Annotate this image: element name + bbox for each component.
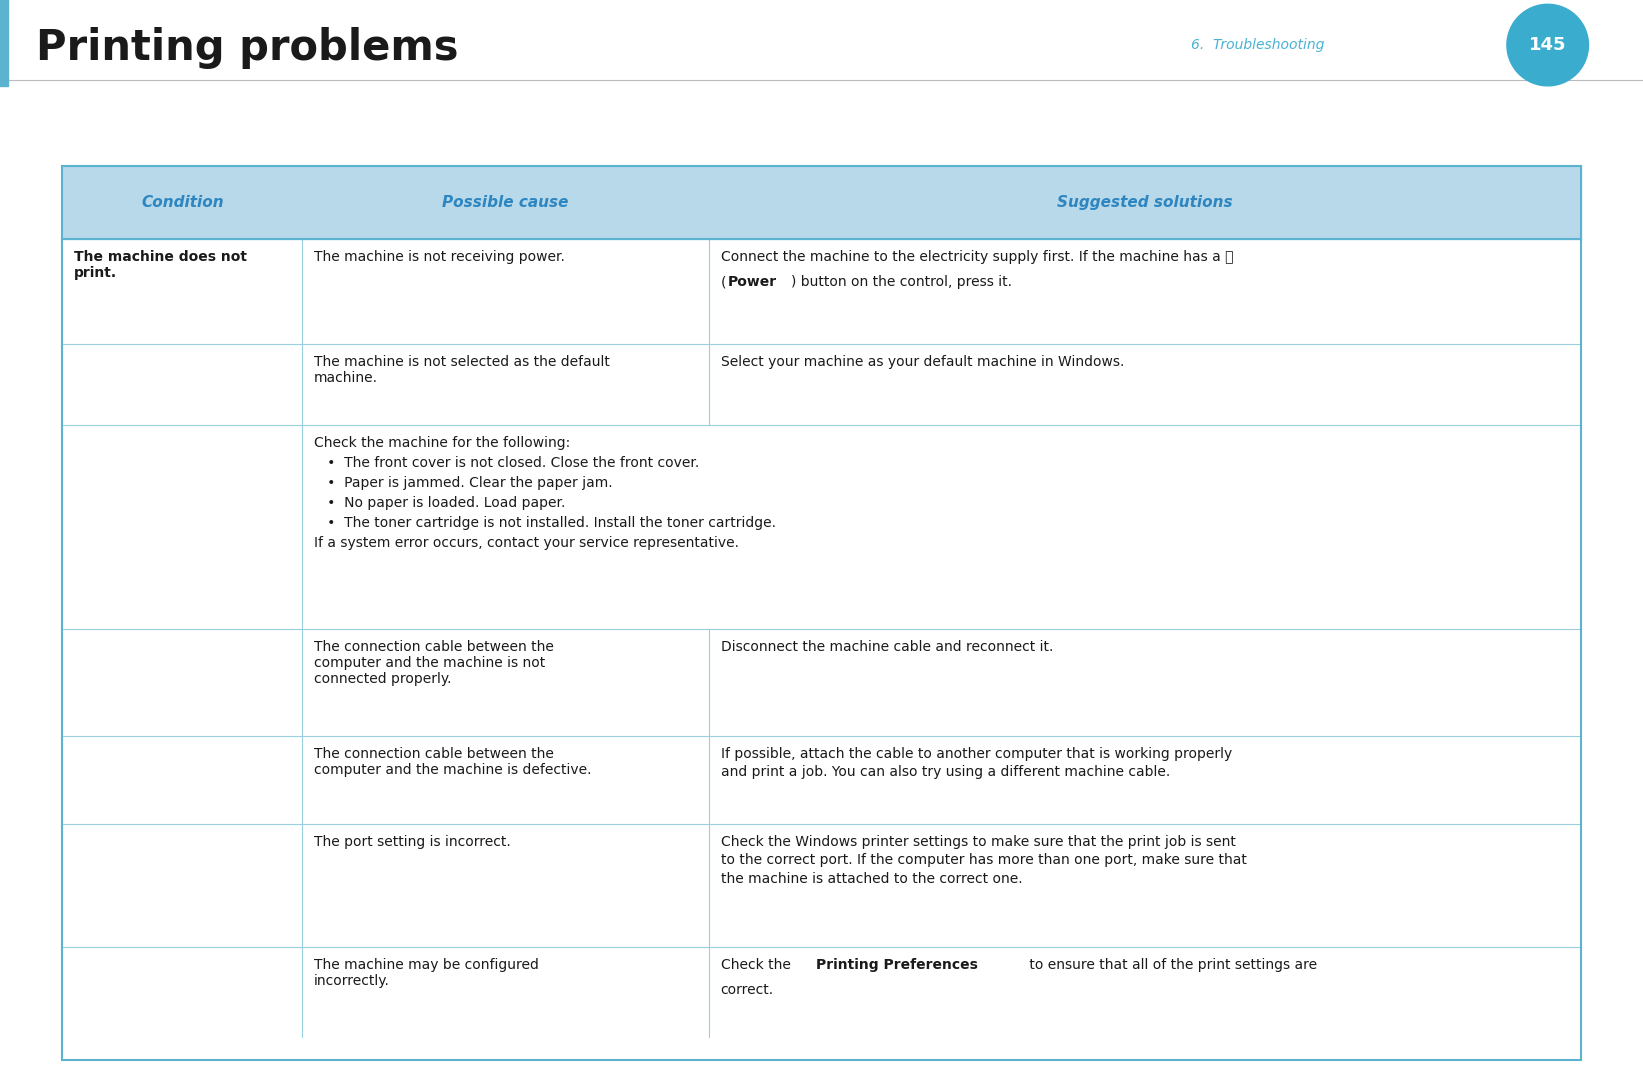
Text: The connection cable between the
computer and the machine is defective.: The connection cable between the compute… — [314, 747, 591, 777]
Text: correct.: correct. — [721, 984, 774, 998]
Text: The port setting is incorrect.: The port setting is incorrect. — [314, 835, 511, 849]
Text: to ensure that all of the print settings are: to ensure that all of the print settings… — [1025, 958, 1318, 972]
Text: Disconnect the machine cable and reconnect it.: Disconnect the machine cable and reconne… — [721, 640, 1053, 653]
Text: ) button on the control, press it.: ) button on the control, press it. — [792, 276, 1012, 290]
Text: Condition: Condition — [141, 195, 223, 210]
Text: The machine is not selected as the default
machine.: The machine is not selected as the defau… — [314, 355, 610, 385]
Bar — [0, 0, 8, 86]
Text: Power: Power — [728, 276, 777, 290]
Text: 145: 145 — [1530, 36, 1566, 54]
Text: Connect the machine to the electricity supply first. If the machine has a ⒤: Connect the machine to the electricity s… — [721, 250, 1234, 264]
Text: (: ( — [721, 276, 726, 290]
Text: If possible, attach the cable to another computer that is working properly
and p: If possible, attach the cable to another… — [721, 747, 1232, 779]
Text: Printing problems: Printing problems — [36, 27, 458, 70]
Text: Suggested solutions: Suggested solutions — [1056, 195, 1232, 210]
Text: Possible cause: Possible cause — [442, 195, 568, 210]
Text: Check the machine for the following:
   •  The front cover is not closed. Close : Check the machine for the following: • T… — [314, 436, 775, 549]
Text: Select your machine as your default machine in Windows.: Select your machine as your default mach… — [721, 355, 1124, 369]
Ellipse shape — [1507, 4, 1589, 86]
Text: Check the Windows printer settings to make sure that the print job is sent
to th: Check the Windows printer settings to ma… — [721, 835, 1247, 885]
Text: The machine is not receiving power.: The machine is not receiving power. — [314, 250, 565, 264]
Text: Printing Preferences: Printing Preferences — [817, 958, 978, 972]
Text: 6.  Troubleshooting: 6. Troubleshooting — [1191, 38, 1324, 53]
Bar — [62, 166, 1581, 1060]
Text: The connection cable between the
computer and the machine is not
connected prope: The connection cable between the compute… — [314, 640, 554, 686]
Text: The machine may be configured
incorrectly.: The machine may be configured incorrectl… — [314, 958, 539, 988]
Bar — [62, 166, 1581, 239]
Text: Check the: Check the — [721, 958, 795, 972]
Text: The machine does not
print.: The machine does not print. — [74, 250, 246, 280]
